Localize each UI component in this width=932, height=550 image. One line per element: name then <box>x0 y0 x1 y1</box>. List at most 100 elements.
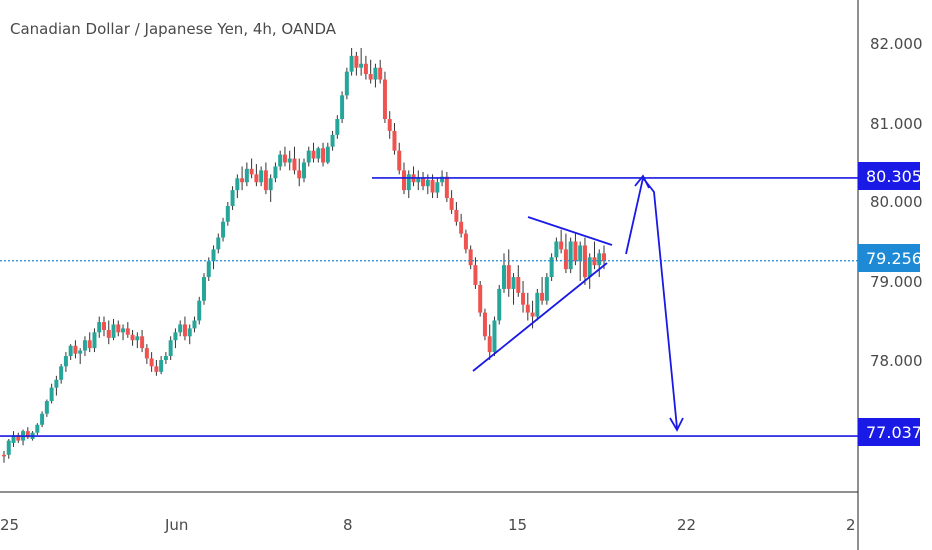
candle <box>468 245 473 270</box>
candle <box>35 423 40 436</box>
candle <box>287 150 292 171</box>
candle <box>259 166 264 187</box>
candle <box>406 170 411 199</box>
candle <box>568 237 573 274</box>
candle <box>363 55 368 80</box>
candle <box>54 375 59 396</box>
candle <box>168 336 173 360</box>
candle <box>435 178 440 199</box>
candle <box>221 217 226 242</box>
candle <box>111 318 116 341</box>
candle <box>297 158 302 187</box>
candle <box>106 320 111 345</box>
candle <box>116 320 121 337</box>
candle <box>140 329 145 353</box>
candle <box>225 202 230 226</box>
candle <box>302 158 306 183</box>
candle <box>378 59 383 84</box>
candle <box>40 411 45 428</box>
candle <box>359 47 364 76</box>
level-80305-label: 80.305 <box>866 167 922 186</box>
triangle-upper-line <box>527 216 613 246</box>
current-price-label: 79.256 <box>866 249 922 268</box>
x-tick-label: 2 <box>846 516 856 534</box>
candle <box>473 257 478 289</box>
candle <box>478 281 483 317</box>
candle <box>2 450 6 463</box>
candle <box>373 63 378 88</box>
candle <box>21 429 26 446</box>
candle <box>497 284 502 325</box>
candle <box>535 288 540 321</box>
candle <box>92 328 97 353</box>
candle <box>254 164 259 187</box>
x-tick-label: 22 <box>677 516 696 534</box>
chart-title: Canadian Dollar / Japanese Yen, 4h, OAND… <box>10 20 337 38</box>
candle <box>187 324 192 345</box>
candle <box>382 71 387 123</box>
candle <box>144 344 149 364</box>
candle <box>230 186 235 210</box>
candle <box>82 336 87 357</box>
candle <box>459 213 464 238</box>
drawings <box>0 174 858 437</box>
candle <box>16 432 21 443</box>
x-tick-label: 8 <box>343 516 353 534</box>
candle <box>125 322 130 338</box>
candle <box>154 360 159 376</box>
candle <box>344 67 349 100</box>
candle <box>249 158 254 179</box>
candle <box>444 171 449 202</box>
level-77037-badge: 77.037 <box>858 418 922 446</box>
candle <box>163 352 168 364</box>
candle <box>235 174 240 199</box>
candle <box>44 399 49 417</box>
candle <box>592 241 597 270</box>
candle <box>49 383 54 404</box>
candle <box>544 273 549 305</box>
x-axis-ticks: 25 Jun 8 15 22 2 <box>0 516 856 534</box>
candle <box>321 142 326 167</box>
candle <box>11 431 16 447</box>
projection-path <box>625 175 678 429</box>
y-tick-label: 80.000 <box>870 193 923 211</box>
candle <box>63 352 68 372</box>
y-axis-ticks: 82.000 81.000 80.000 79.000 78.000 <box>870 35 923 370</box>
candle <box>78 348 83 364</box>
candle <box>135 332 140 349</box>
candle <box>487 324 492 360</box>
candle <box>240 166 245 191</box>
candle <box>502 253 506 293</box>
y-tick-label: 81.000 <box>870 115 923 133</box>
candle <box>554 237 559 262</box>
candle <box>392 123 397 155</box>
candle <box>173 328 178 349</box>
candle <box>587 253 592 289</box>
up-arrow-head <box>634 174 650 189</box>
candle <box>292 146 297 175</box>
candle <box>278 150 283 171</box>
candle <box>506 249 511 297</box>
candle <box>97 316 102 338</box>
level-77037-label: 77.037 <box>866 423 922 442</box>
current-price-badge: 79.256 <box>858 244 922 272</box>
candle <box>387 111 392 139</box>
candle <box>492 316 497 357</box>
level-80305-badge: 80.305 <box>858 162 922 190</box>
candle <box>73 340 78 359</box>
candle <box>68 344 73 360</box>
candle <box>192 316 197 333</box>
candle <box>102 316 106 337</box>
candle <box>549 253 554 281</box>
candle <box>540 277 545 305</box>
candle <box>311 142 316 163</box>
candle <box>349 47 354 76</box>
x-tick-label: 15 <box>508 516 527 534</box>
candle <box>335 115 340 139</box>
candle <box>368 59 373 84</box>
candle <box>202 273 206 305</box>
candle <box>421 171 426 191</box>
candle <box>216 233 221 254</box>
